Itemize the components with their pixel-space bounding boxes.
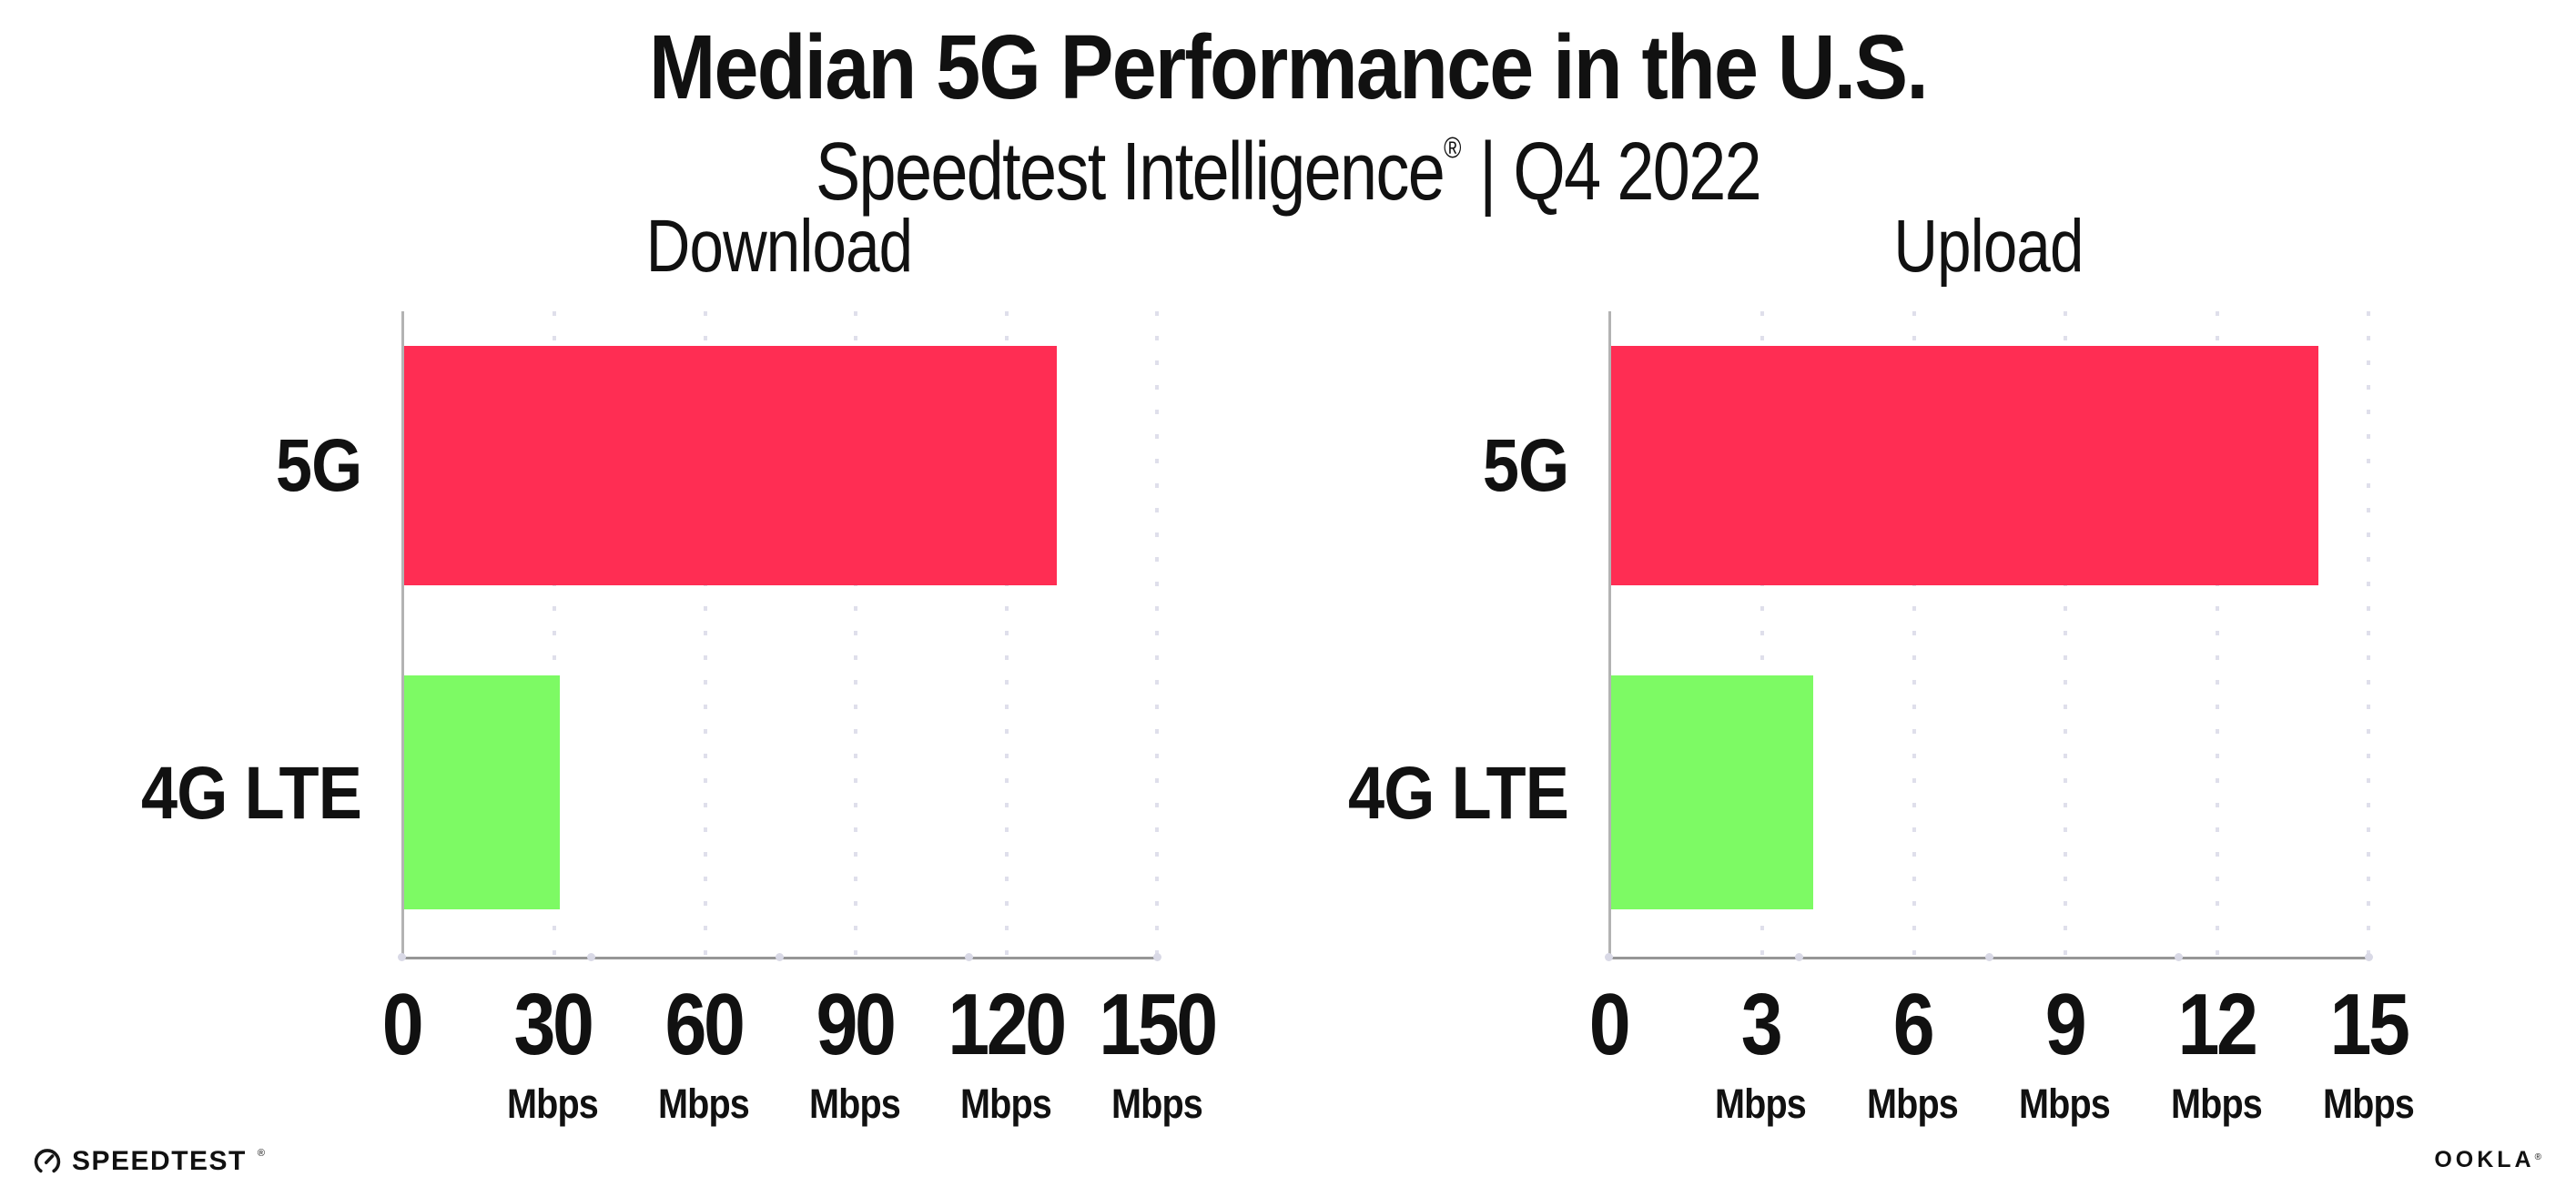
- category-label-5g: 5G: [275, 424, 361, 508]
- download-gridlines: [404, 311, 1159, 957]
- axis-tick-dot: [964, 953, 973, 961]
- x-tick-150: 150 Mbps: [1090, 976, 1224, 1127]
- gridline-9: [2064, 311, 2068, 957]
- x-tick-value: 12: [2177, 976, 2258, 1073]
- x-tick-unit: Mbps: [2323, 1080, 2415, 1127]
- x-tick-9: 9 Mbps: [2013, 976, 2116, 1127]
- upload-bars: [1611, 311, 2368, 957]
- x-tick-15: 15 Mbps: [2317, 976, 2420, 1127]
- upload-x-axis: 0 3 Mbps 6 Mbps 9 Mbps 12 Mbps 15 Mbps: [1589, 953, 2415, 1169]
- speedtest-gauge-icon: [34, 1149, 61, 1173]
- axis-tick-dot: [1153, 953, 1161, 961]
- x-tick-value: 150: [1099, 976, 1218, 1073]
- axis-tick-dot: [2175, 953, 2184, 961]
- ookla-wordmark: OOKLA: [2434, 1147, 2535, 1172]
- x-tick-unit: Mbps: [2171, 1080, 2263, 1127]
- subtitle-brand: Speedtest Intelligence: [815, 127, 1445, 218]
- bar-4g-lte: [1611, 675, 1813, 910]
- header: Median 5G Performance in the U.S. Speedt…: [0, 9, 2576, 218]
- gridline-6: [1912, 311, 1916, 957]
- x-tick-value: 0: [381, 976, 424, 1073]
- x-tick-value: 120: [948, 976, 1067, 1073]
- axis-tick-dot: [1984, 953, 1993, 961]
- x-tick-value: 9: [2044, 976, 2087, 1073]
- download-x-axis: 0 30 Mbps 60 Mbps 90 Mbps 120 Mbps 150 Mbps: [382, 953, 1218, 1169]
- x-tick-unit: Mbps: [1111, 1080, 1203, 1127]
- x-tick-3: 3 Mbps: [1709, 976, 1812, 1127]
- axis-tick-dot: [1605, 953, 1613, 961]
- x-tick-value: 3: [1740, 976, 1783, 1073]
- download-plot-area: [401, 311, 1159, 959]
- x-tick-value: 30: [513, 976, 594, 1073]
- speedtest-registered-icon: ®: [257, 1148, 265, 1159]
- ookla-registered-icon: ®: [2534, 1152, 2541, 1162]
- bar-4g-lte: [404, 675, 560, 910]
- subtitle-separator: |: [1479, 127, 1496, 218]
- subtitle-period: Q4 2022: [1513, 127, 1761, 218]
- x-tick-value: 6: [1892, 976, 1935, 1073]
- x-tick-unit: Mbps: [658, 1080, 750, 1127]
- axis-tick-dot: [2365, 953, 2373, 961]
- x-tick-0: 0: [379, 976, 424, 1073]
- x-tick-unit: Mbps: [2019, 1080, 2111, 1127]
- x-tick-60: 60 Mbps: [652, 976, 756, 1127]
- x-tick-0: 0: [1586, 976, 1631, 1073]
- x-tick-12: 12 Mbps: [2165, 976, 2268, 1127]
- axis-tick-dot: [586, 953, 595, 961]
- x-tick-value: 60: [664, 976, 745, 1073]
- x-tick-unit: Mbps: [960, 1080, 1052, 1127]
- x-tick-value: 0: [1588, 976, 1631, 1073]
- x-tick-value: 90: [816, 976, 897, 1073]
- gridline-3: [1760, 311, 1765, 957]
- upload-gridlines: [1611, 311, 2370, 957]
- x-tick-30: 30 Mbps: [501, 976, 604, 1127]
- ookla-logo: OOKLA®: [2434, 1147, 2541, 1173]
- axis-tick-dot: [398, 953, 406, 961]
- bar-5g: [1611, 346, 2318, 585]
- x-tick-unit: Mbps: [809, 1080, 901, 1127]
- speedtest-wordmark: SPEEDTEST: [72, 1146, 247, 1176]
- category-label-4g-lte: 4G LTE: [141, 752, 362, 836]
- x-tick-unit: Mbps: [507, 1080, 599, 1127]
- main-title: Median 5G Performance in the U.S.: [648, 16, 1929, 118]
- upload-plot-area: [1608, 311, 2370, 959]
- upload-chart: Upload 5G 4G LTE 0 3 Mbps 6 Mbps 9 Mbps 12 Mbps 15…: [1348, 205, 2415, 1124]
- axis-tick-dot: [776, 953, 784, 961]
- download-chart: Download 5G 4G LTE 0 30 Mbps 60 Mbps 90 Mbps 120…: [141, 205, 1218, 1124]
- subtitle: Speedtest Intelligence® | Q4 2022: [232, 127, 2345, 218]
- x-tick-unit: Mbps: [1867, 1080, 1959, 1127]
- x-tick-120: 120 Mbps: [938, 976, 1073, 1127]
- bar-5g: [404, 346, 1057, 585]
- gridline-60: [703, 311, 707, 957]
- gridline-150: [1155, 311, 1159, 957]
- upload-chart-title: Upload: [1893, 205, 2084, 288]
- x-tick-6: 6 Mbps: [1861, 976, 1964, 1127]
- category-label-5g: 5G: [1482, 424, 1568, 508]
- x-tick-value: 15: [2329, 976, 2410, 1073]
- x-tick-unit: Mbps: [1715, 1080, 1807, 1127]
- download-bars: [404, 311, 1157, 957]
- speedtest-logo: SPEEDTEST ®: [33, 1146, 265, 1177]
- registered-trademark-icon: ®: [1444, 131, 1462, 164]
- gridline-30: [553, 311, 557, 957]
- x-tick-90: 90 Mbps: [803, 976, 907, 1127]
- gridline-15: [2367, 311, 2370, 957]
- gridline-120: [1004, 311, 1009, 957]
- category-label-4g-lte: 4G LTE: [1348, 752, 1569, 836]
- download-chart-title: Download: [645, 205, 913, 288]
- axis-tick-dot: [1794, 953, 1803, 961]
- gridline-12: [2215, 311, 2219, 957]
- gridline-90: [854, 311, 858, 957]
